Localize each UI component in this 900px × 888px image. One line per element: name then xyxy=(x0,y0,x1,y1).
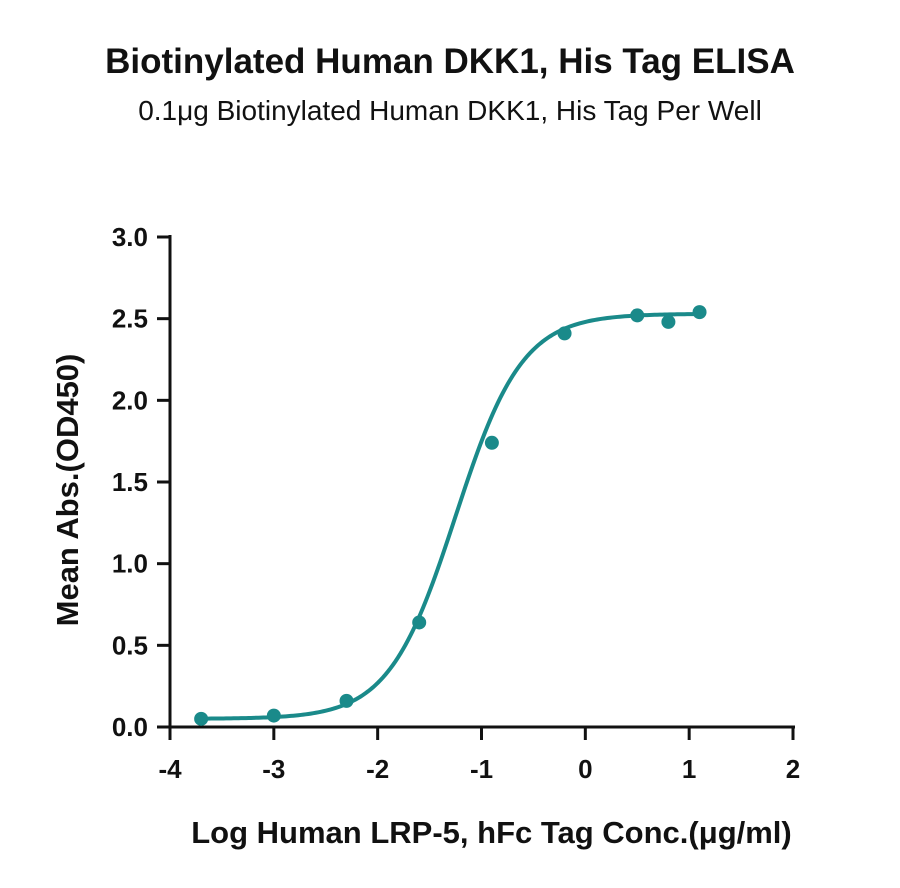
x-tick-label: 1 xyxy=(682,754,696,784)
x-axis-title: Log Human LRP-5, hFc Tag Conc.(μg/ml) xyxy=(191,815,792,850)
chart-subtitle: 0.1μg Biotinylated Human DKK1, His Tag P… xyxy=(138,95,762,126)
x-tick-label: -2 xyxy=(366,754,389,784)
y-tick-label: 1.5 xyxy=(112,467,148,497)
data-point xyxy=(412,615,427,630)
data-point xyxy=(194,711,209,726)
y-tick-label: 0.5 xyxy=(112,630,148,660)
data-points xyxy=(194,305,707,726)
x-tick-label: 0 xyxy=(578,754,592,784)
data-point xyxy=(557,326,572,341)
x-tick-label: -1 xyxy=(470,754,493,784)
data-point xyxy=(630,308,645,323)
data-point xyxy=(484,435,499,450)
data-point xyxy=(266,708,281,723)
x-tick-label: -4 xyxy=(158,754,182,784)
y-tick-label: 3.0 xyxy=(112,222,148,252)
y-tick-label: 0.0 xyxy=(112,712,148,742)
x-tick-label: -3 xyxy=(262,754,285,784)
fit-curve xyxy=(201,312,700,721)
y-tick-label: 2.5 xyxy=(112,304,148,334)
axes: -4 -3 -2 -1 0 1 2 0.0 0.5 1.0 1.5 2.0 2.5 3.0 xyxy=(112,222,800,784)
y-tick-label: 2.0 xyxy=(112,385,148,415)
data-point xyxy=(339,693,354,708)
y-tick-label: 1.0 xyxy=(112,549,148,579)
data-point xyxy=(661,314,676,329)
data-point xyxy=(692,305,707,320)
chart-title: Biotinylated Human DKK1, His Tag ELISA xyxy=(105,42,795,81)
x-tick-label: 2 xyxy=(786,754,800,784)
y-axis-title: Mean Abs.(OD450) xyxy=(50,354,85,627)
